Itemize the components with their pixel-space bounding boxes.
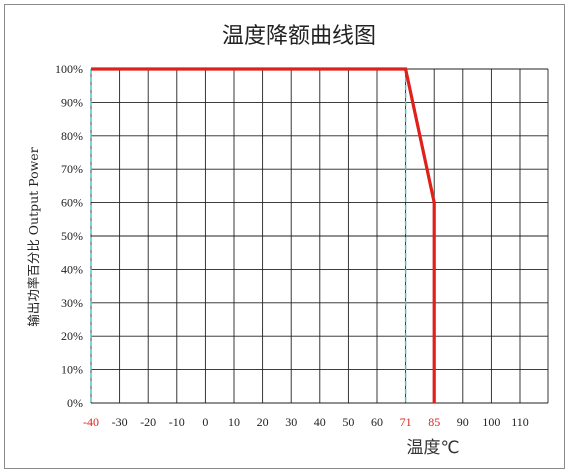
x-axis-label: 温度℃ [406,438,459,458]
x-tick-label: 0 [202,415,208,429]
x-tick-label: -40 [83,415,99,429]
y-tick-label: 70% [61,162,83,176]
x-tick-label: -10 [169,415,185,429]
y-axis-label: 输出功率百分比 Output Power [26,147,41,326]
y-tick-label: 30% [61,296,83,310]
y-tick-label: 80% [61,129,83,143]
y-tick-label: 60% [61,196,83,210]
series-line [91,67,436,403]
x-tick-labels: -40 -30 -20 -10 0 10 20 30 40 50 60 71 85 90 100 110 [83,415,529,429]
derating-chart: 温度降额曲线图 0%10%20%30%40%50%60%70%80%90%100… [26,24,549,458]
y-tick-label: 40% [61,262,83,276]
y-tick-label: 100% [55,62,83,76]
y-tick-label: 20% [61,329,83,343]
y-tick-label: 50% [61,229,83,243]
x-tick-label: 90 [457,415,469,429]
x-tick-label: 110 [511,415,529,429]
x-tick-label: 20 [257,415,269,429]
x-tick-label: 40 [314,415,326,429]
x-tick-label: 60 [371,415,383,429]
chart-frame: 温度降额曲线图 0% 10% 20% 30% 40% 50% 60% 70% 80% 90% 100… [4,4,565,469]
x-tick-label: 85 [428,415,440,429]
x-tick-label: -20 [140,415,156,429]
chart-title: 温度降额曲线图 [222,24,376,49]
x-tick-label: 50 [342,415,354,429]
x-tick-label: 100 [482,415,500,429]
x-tick-label: 30 [285,415,297,429]
x-tick-label: -30 [112,415,128,429]
x-tick-label: 71 [400,415,412,429]
grid [90,68,549,404]
y-tick-label: 90% [61,95,83,109]
series-group [91,67,436,403]
y-tick-label: 0% [67,396,83,410]
x-tick-label: 10 [228,415,240,429]
y-tick-labels: 0% 10% 20% 30% 40% 50% 60% 70% 80% 90% 100% [55,62,83,410]
y-tick-label: 10% [61,363,83,377]
